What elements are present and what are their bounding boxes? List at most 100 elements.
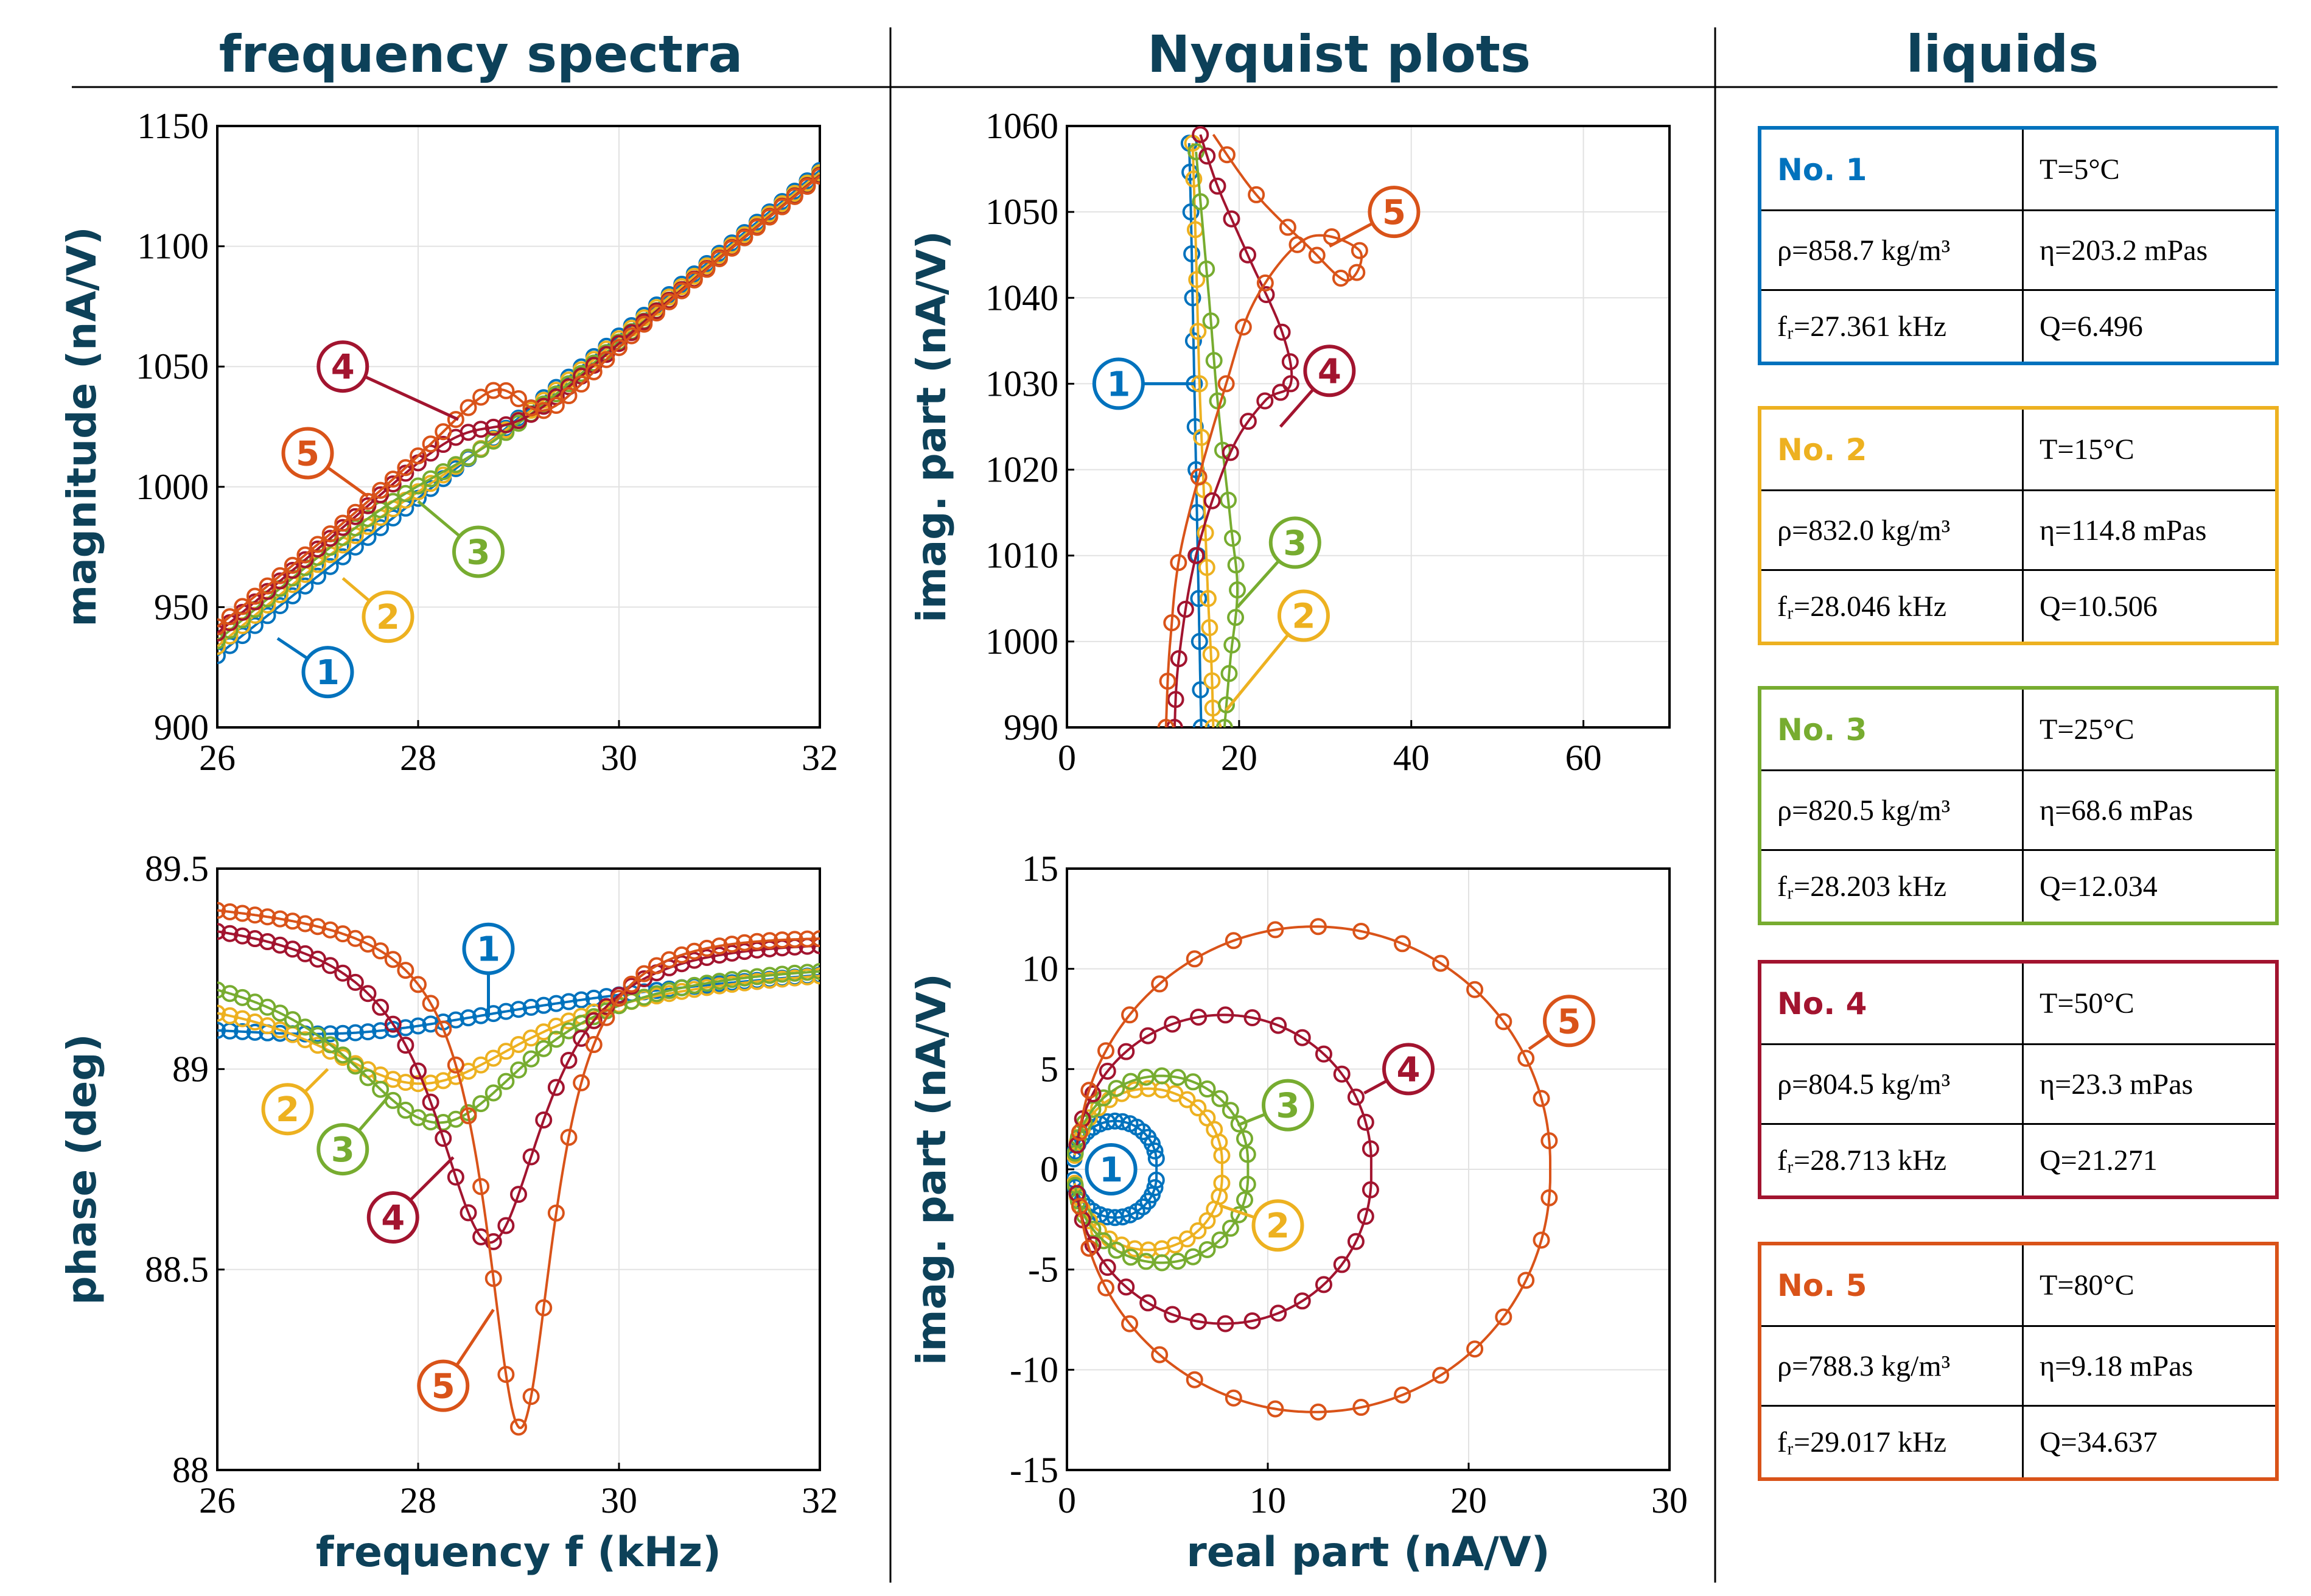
data-point xyxy=(384,1020,402,1038)
data-point xyxy=(497,1003,515,1020)
data-point xyxy=(497,1217,515,1234)
data-point xyxy=(1190,590,1208,607)
series-marker-circle xyxy=(417,1359,470,1412)
data-point xyxy=(1333,1065,1351,1083)
data-point xyxy=(1308,247,1326,264)
liquid-temperature: T=25°C xyxy=(2022,690,2275,769)
data-point xyxy=(623,327,640,345)
series-line xyxy=(1164,133,1363,727)
data-point xyxy=(1080,1082,1098,1099)
data-point xyxy=(1186,1371,1203,1388)
liquid-number: No. 5 xyxy=(1777,1267,1867,1303)
data-point xyxy=(535,996,553,1014)
x-tick-label: 20 xyxy=(1221,738,1257,778)
data-point xyxy=(1223,210,1240,228)
data-point xyxy=(1122,1073,1139,1090)
y-tick-label: 1060 xyxy=(985,106,1058,146)
data-point xyxy=(723,944,741,962)
data-point xyxy=(1182,203,1200,221)
data-point xyxy=(1293,1292,1311,1310)
data-point xyxy=(217,1004,226,1022)
data-point xyxy=(1236,1130,1254,1147)
data-point xyxy=(1357,1208,1374,1225)
series-marker-label: 3 xyxy=(467,533,491,573)
data-point xyxy=(334,964,352,982)
data-point xyxy=(573,991,590,1009)
y-tick-label: 89 xyxy=(172,1049,209,1089)
liquid-table-3: No. 3 T=25°C ρ=820.5 kg/m³ η=68.6 mPas f… xyxy=(1758,686,2279,925)
data-point xyxy=(1267,1400,1284,1418)
data-point xyxy=(1189,1099,1207,1117)
data-point xyxy=(1170,650,1187,668)
data-point xyxy=(723,936,741,953)
data-point xyxy=(598,1009,615,1026)
data-point xyxy=(1533,1090,1550,1107)
data-point xyxy=(1540,1189,1558,1206)
liquid-resonance-frequency: fᵣ=29.017 kHz xyxy=(1761,1405,2022,1477)
series-marker-circle xyxy=(1368,186,1421,239)
liquid-density: ρ=858.7 kg/m³ xyxy=(1761,209,2022,289)
data-point xyxy=(1192,193,1209,211)
series-marker-circle xyxy=(366,1191,419,1244)
y-tick-label: 88 xyxy=(172,1450,209,1490)
liquid-table-1: No. 1 T=5°C ρ=858.7 kg/m³ η=203.2 mPas f… xyxy=(1758,126,2279,365)
x-tick-label: 10 xyxy=(1250,1480,1286,1521)
data-point xyxy=(736,934,753,951)
data-point xyxy=(1217,1315,1234,1332)
data-point xyxy=(1229,581,1246,599)
data-point xyxy=(1067,1177,1084,1194)
data-point xyxy=(259,577,276,595)
data-point xyxy=(472,421,490,438)
data-point xyxy=(1084,1085,1102,1103)
data-point xyxy=(1187,547,1205,564)
magnitude-chart: 26 28 30 329009501000105011001150magnitude … xyxy=(58,106,838,778)
data-point xyxy=(1170,554,1187,572)
data-point xyxy=(623,975,640,993)
series-line xyxy=(217,909,820,1430)
data-point xyxy=(1117,1278,1135,1296)
series-marker-circle xyxy=(1085,1143,1138,1195)
data-point xyxy=(1256,392,1274,410)
data-point xyxy=(635,965,653,982)
data-point xyxy=(384,509,402,527)
series-marker-circle xyxy=(281,427,334,480)
header-frequency-spectra: frequency spectra xyxy=(219,24,743,84)
series-4 xyxy=(217,923,820,1250)
data-point xyxy=(296,1018,314,1036)
data-point xyxy=(560,378,578,396)
data-point xyxy=(334,1046,352,1064)
data-point xyxy=(723,971,741,989)
data-point xyxy=(1351,242,1368,259)
data-point xyxy=(1176,600,1194,618)
data-point xyxy=(1202,645,1220,663)
data-point xyxy=(1166,719,1183,727)
data-point xyxy=(1137,1068,1155,1086)
series-marker-circle xyxy=(301,646,354,699)
data-point xyxy=(560,993,578,1010)
data-point xyxy=(1169,1069,1187,1087)
data-point xyxy=(309,1027,326,1045)
data-point xyxy=(1187,143,1205,161)
data-point xyxy=(1198,1212,1216,1230)
plot-frame xyxy=(1066,867,1671,1471)
data-point xyxy=(1199,590,1217,607)
series-line xyxy=(1075,1013,1372,1325)
data-point xyxy=(460,1204,477,1222)
data-point xyxy=(1215,719,1233,727)
data-point xyxy=(711,947,728,964)
data-point xyxy=(1146,1142,1164,1160)
data-point xyxy=(359,492,377,510)
data-point xyxy=(346,503,364,521)
liquid-table-5: No. 5 T=80°C ρ=788.3 kg/m³ η=9.18 mPas f… xyxy=(1758,1242,2279,1481)
series-marker-circle xyxy=(452,525,505,578)
data-point xyxy=(284,912,301,930)
data-point xyxy=(1134,1123,1152,1141)
series-line xyxy=(217,970,820,1124)
data-point xyxy=(397,1101,414,1119)
y-tick-label: 1000 xyxy=(136,467,209,507)
series-marker-label: 2 xyxy=(1266,1206,1290,1246)
data-point xyxy=(1178,1091,1196,1108)
data-point xyxy=(585,363,603,380)
data-point xyxy=(284,587,301,604)
data-point xyxy=(635,315,653,333)
